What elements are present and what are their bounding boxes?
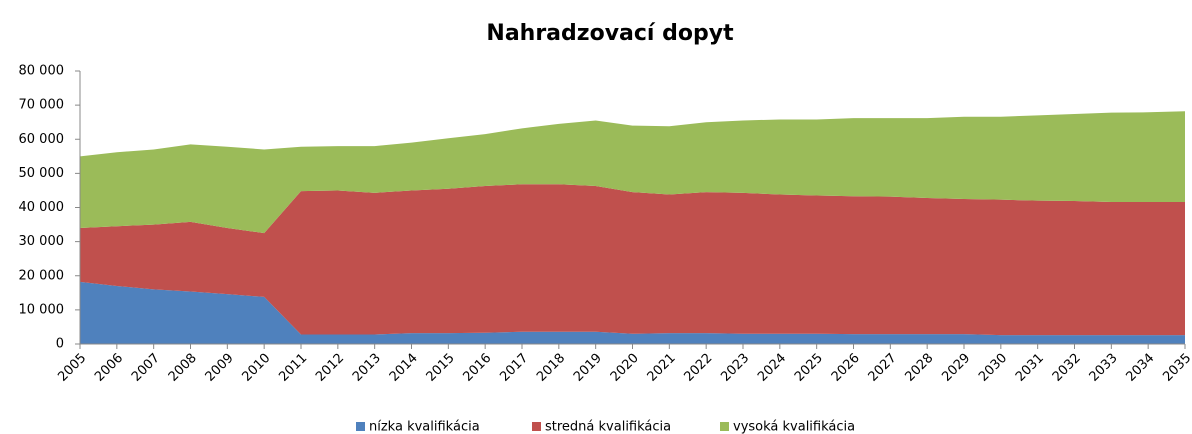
legend-swatch	[532, 422, 541, 431]
x-tick-label: 2012	[313, 351, 347, 385]
area	[80, 281, 1185, 344]
y-tick-label: 0	[56, 337, 64, 352]
x-tick-label: 2023	[718, 351, 752, 385]
y-tick-label: 30 000	[19, 234, 65, 249]
y-tick-label: 60 000	[19, 132, 65, 147]
x-tick-label: 2010	[239, 351, 273, 385]
x-tick-label: 2032	[1050, 351, 1084, 385]
x-tick-label: 2031	[1013, 351, 1047, 385]
y-tick-label: 50 000	[19, 166, 65, 181]
x-tick-label: 2005	[55, 351, 89, 385]
x-tick-label: 2007	[129, 351, 163, 385]
legend-swatch	[356, 422, 365, 431]
x-tick-label: 2015	[424, 351, 458, 385]
x-tick-label: 2009	[203, 351, 237, 385]
y-tick-label: 70 000	[19, 98, 65, 113]
x-tick-label: 2027	[866, 351, 900, 385]
x-tick-label: 2033	[1087, 351, 1121, 385]
x-tick-label: 2006	[92, 351, 126, 385]
x-tick-label: 2034	[1123, 351, 1157, 385]
legend-swatch	[720, 422, 729, 431]
x-tick-label: 2021	[645, 351, 679, 385]
x-tick-label: 2018	[534, 351, 568, 385]
x-tick-label: 2035	[1160, 351, 1192, 385]
x-tick-label: 2022	[681, 351, 715, 385]
legend-label: vysoká kvalifikácia	[733, 420, 855, 434]
x-tick-label: 2028	[902, 351, 936, 385]
y-tick-label: 10 000	[19, 302, 65, 317]
x-tick-label: 2025	[792, 351, 826, 385]
legend-label: stredná kvalifikácia	[545, 420, 671, 434]
area	[80, 184, 1185, 336]
x-tick-label: 2030	[976, 351, 1010, 385]
y-tick-label: 20 000	[19, 268, 65, 283]
x-tick-label: 2029	[939, 351, 973, 385]
legend-label: nízka kvalifikácia	[369, 420, 480, 434]
x-tick-label: 2008	[166, 351, 200, 385]
x-tick-label: 2020	[608, 351, 642, 385]
x-tick-label: 2011	[276, 351, 310, 385]
x-tick-label: 2019	[571, 351, 605, 385]
y-tick-label: 40 000	[19, 200, 65, 215]
x-tick-label: 2017	[497, 351, 531, 385]
chart-title: Nahradzovací dopyt	[486, 21, 734, 46]
x-tick-label: 2014	[387, 351, 421, 385]
x-tick-label: 2026	[829, 351, 863, 385]
x-tick-label: 2024	[755, 351, 789, 385]
area	[80, 111, 1185, 234]
y-tick-label: 80 000	[19, 64, 65, 79]
x-tick-label: 2013	[350, 351, 384, 385]
x-tick-label: 2016	[460, 351, 494, 385]
